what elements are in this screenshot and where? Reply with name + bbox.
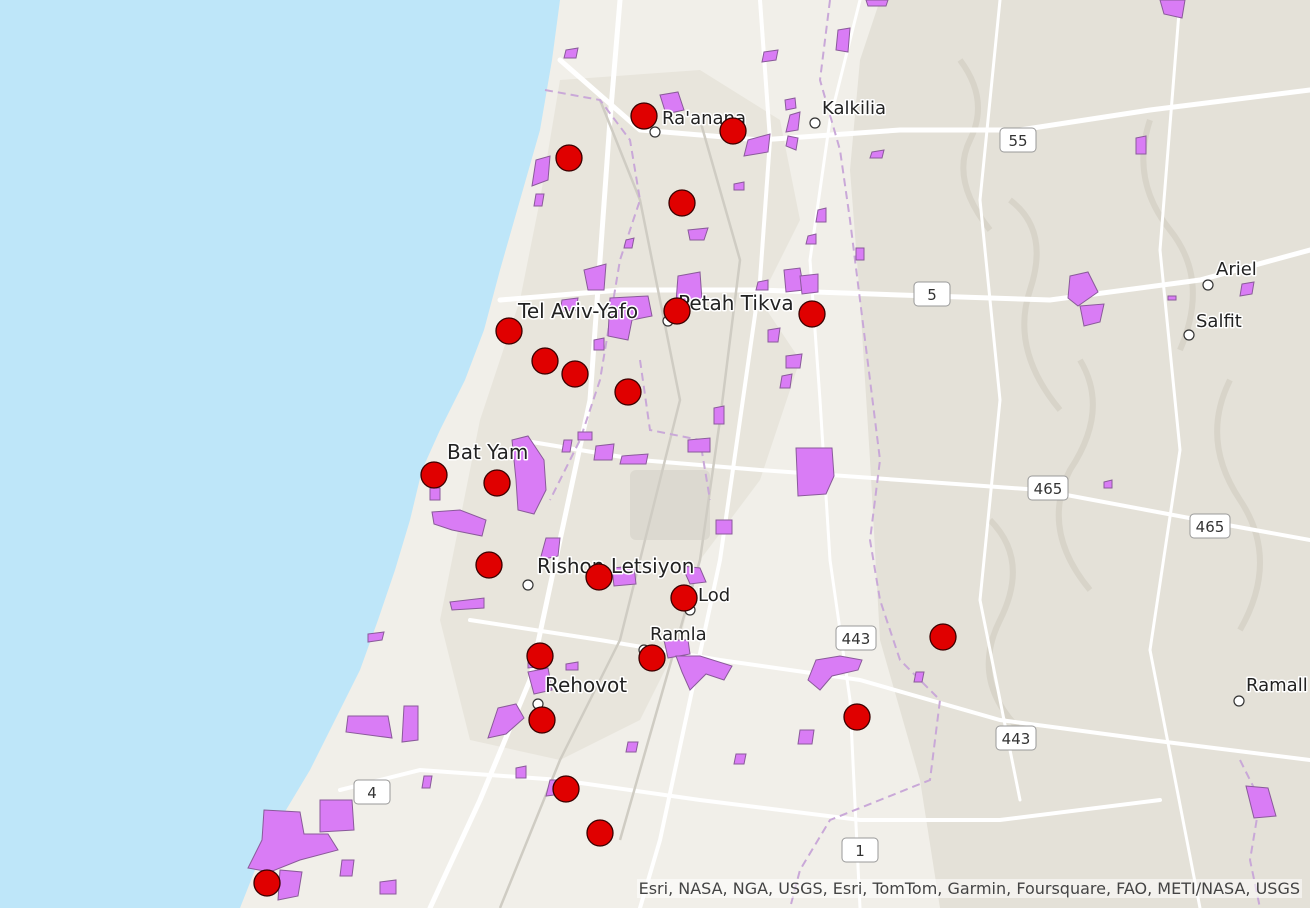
map-marker[interactable] xyxy=(253,869,281,897)
city-label-petah-tikva: Petah Tikva xyxy=(678,291,794,315)
map-marker[interactable] xyxy=(495,317,523,345)
city-label-kalkilia: Kalkilia xyxy=(822,98,886,119)
map-marker[interactable] xyxy=(420,461,448,489)
map-marker[interactable] xyxy=(929,623,957,651)
route-shield: 55 xyxy=(999,127,1037,153)
map-marker[interactable] xyxy=(638,644,666,672)
map-marker[interactable] xyxy=(630,102,658,130)
city-points xyxy=(522,117,1245,710)
map-marker[interactable] xyxy=(719,117,747,145)
route-shield: 5 xyxy=(913,281,951,307)
major-roads xyxy=(498,99,742,908)
map-marker[interactable] xyxy=(526,642,554,670)
svg-text:465: 465 xyxy=(1034,480,1063,498)
city-label-ramallah: Ramall xyxy=(1246,675,1308,696)
map-marker[interactable] xyxy=(585,563,613,591)
map-attribution[interactable]: Esri, NASA, NGA, USGS, Esri, TomTom, Gar… xyxy=(636,879,1302,898)
map-marker[interactable] xyxy=(561,360,589,388)
map-marker[interactable] xyxy=(531,347,559,375)
svg-text:55: 55 xyxy=(1008,132,1027,150)
route-shield: 443 xyxy=(835,625,877,651)
city-label-rishon: Rishon Letsiyon xyxy=(537,554,694,578)
map-marker[interactable] xyxy=(670,584,698,612)
point-markers xyxy=(253,102,957,897)
map-marker[interactable] xyxy=(483,469,511,497)
area-polygons xyxy=(247,0,1277,901)
route-shield: 1 xyxy=(841,837,879,863)
map-marker[interactable] xyxy=(843,703,871,731)
svg-text:5: 5 xyxy=(927,286,937,304)
map-marker[interactable] xyxy=(614,378,642,406)
sea-layer xyxy=(0,0,560,908)
airport xyxy=(630,470,710,540)
route-shield: 465 xyxy=(1189,513,1231,539)
map-marker[interactable] xyxy=(663,297,691,325)
map-marker[interactable] xyxy=(528,706,556,734)
map-marker[interactable] xyxy=(798,300,826,328)
city-label-tel-aviv: Tel Aviv-Yafo xyxy=(517,299,638,323)
svg-text:4: 4 xyxy=(367,784,377,802)
city-label-lod: Lod xyxy=(698,585,730,606)
route-shield: 465 xyxy=(1027,475,1069,501)
map-marker[interactable] xyxy=(475,551,503,579)
svg-text:443: 443 xyxy=(842,630,871,648)
svg-text:1: 1 xyxy=(855,842,865,860)
city-label-ariel: Ariel xyxy=(1216,259,1257,280)
svg-text:465: 465 xyxy=(1196,518,1225,536)
map-marker[interactable] xyxy=(586,819,614,847)
map-marker[interactable] xyxy=(555,144,583,172)
city-label-rehovot: Rehovot xyxy=(545,673,627,697)
city-label-ramla: Ramla xyxy=(650,624,707,645)
route-shield: 4 xyxy=(353,779,391,805)
route-shields: 55 5 465 465 443 443 4 1 xyxy=(353,127,1231,863)
city-label-bat-yam: Bat Yam xyxy=(447,440,528,464)
route-shield: 443 xyxy=(995,725,1037,751)
svg-text:443: 443 xyxy=(1002,730,1031,748)
city-labels: Ra'anana Kalkilia Tel Aviv-Yafo Petah Ti… xyxy=(446,97,1310,699)
city-label-salfit: Salfit xyxy=(1196,311,1242,332)
map-marker[interactable] xyxy=(668,189,696,217)
map-marker[interactable] xyxy=(552,775,580,803)
